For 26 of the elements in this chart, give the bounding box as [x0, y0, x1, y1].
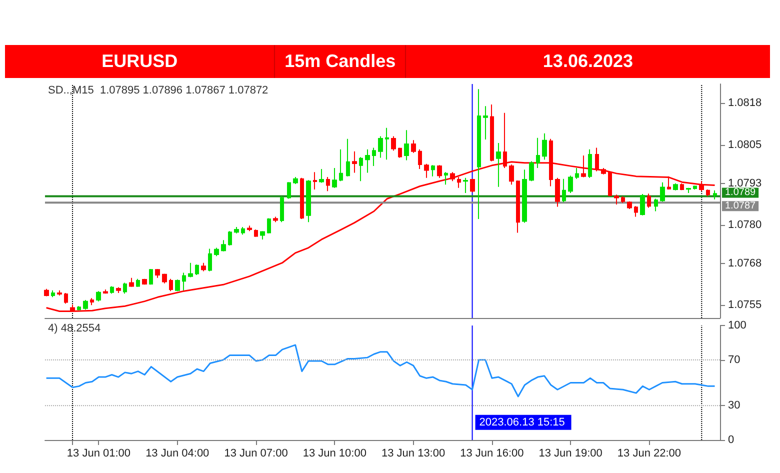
y-tick-label: 0	[728, 434, 734, 446]
y-tick-label: 1.0780	[728, 219, 762, 232]
ref-line-label: 1.0789	[725, 187, 756, 198]
annotation: 4) 48.2554	[48, 322, 101, 334]
x-tick-label: 13 Jun 16:00	[460, 448, 524, 460]
y-tick-label: 1.0805	[728, 138, 762, 151]
x-tick-label: 13 Jun 13:00	[381, 448, 446, 460]
y-tick-label: 1.0755	[728, 299, 762, 312]
y-tick-label: 30	[728, 400, 740, 412]
y-tick-label: 100	[728, 320, 746, 332]
y-tick-label: 70	[728, 354, 740, 366]
chart-title: EURUSD	[102, 51, 178, 72]
text: 13.06.2023	[542, 51, 634, 72]
y-tick-label: 1.0768	[728, 258, 762, 270]
x-tick-label: 13 Jun 10:00	[302, 448, 366, 460]
ref-line-label: 1.0787	[725, 200, 756, 212]
x-tick-label: 13 Jun 04:00	[146, 448, 210, 460]
annotation: SD..,M15 1.07895 1.07896 1.07867 1.07872	[48, 84, 268, 96]
y-tick-label: 1.0793	[728, 177, 762, 190]
ref-line-label: 2023.06.13 15:15	[479, 416, 565, 428]
x-tick-label: 13 Jun 22:00	[617, 448, 682, 460]
x-tick-label: 13 Jun 19:00	[538, 448, 602, 460]
x-tick-label: 13 Jun 01:00	[66, 448, 131, 460]
x-tick-label: 13 Jun 07:00	[224, 448, 288, 460]
y-tick-label: 1.0818	[728, 97, 762, 110]
chart-subtitle: 15m Candles	[284, 51, 396, 72]
